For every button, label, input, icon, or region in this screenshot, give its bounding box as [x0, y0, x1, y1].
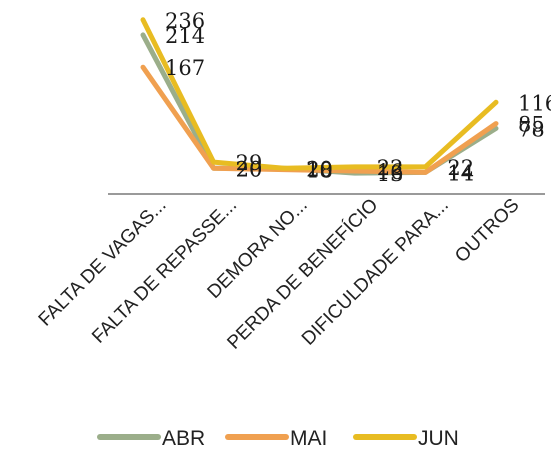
data-label-mai-5: 85 [518, 113, 545, 137]
data-label-abr-1: 20 [236, 157, 263, 181]
data-label-jun-1: 29 [236, 151, 263, 175]
data-label-mai-1: 20 [236, 157, 263, 181]
legend-label-abr: ABR [162, 427, 205, 450]
data-label-mai-0: 167 [165, 56, 205, 80]
x-tick-label-0: FALTA DE VAGAS... [35, 195, 171, 331]
series-line-mai [140, 64, 499, 175]
x-tick-label-4: DIFICULDADE PARA... [298, 195, 453, 350]
data-label-jun-5: 116 [518, 91, 551, 115]
data-label-abr-4: 14 [447, 161, 474, 185]
legend-label-mai: MAI [290, 427, 327, 450]
legend-label-jun: JUN [418, 427, 459, 450]
x-tick-label-5: OUTROS [451, 195, 523, 267]
data-label-jun-3: 22 [377, 156, 404, 180]
data-label-layer: 2142020131478167201816148523629202222116 [165, 9, 551, 186]
data-label-abr-2: 20 [306, 157, 333, 181]
x-tick-label-1: FALTA DE REPASSE... [88, 195, 241, 348]
data-label-jun-2: 20 [306, 157, 333, 181]
series-layer [140, 17, 499, 176]
data-label-abr-0: 214 [165, 24, 205, 48]
x-tick-layer: FALTA DE VAGAS...FALTA DE REPASSE...DEMO… [35, 195, 524, 354]
data-label-mai-3: 16 [377, 160, 404, 184]
series-line-jun [140, 17, 499, 171]
data-label-jun-4: 22 [447, 156, 474, 180]
data-label-abr-5: 78 [518, 117, 545, 141]
legend: ABR MAI JUN [97, 427, 459, 450]
data-label-mai-4: 14 [447, 161, 474, 185]
data-label-jun-0: 236 [165, 9, 205, 33]
data-label-mai-2: 18 [306, 159, 333, 183]
data-label-abr-3: 13 [377, 162, 404, 186]
